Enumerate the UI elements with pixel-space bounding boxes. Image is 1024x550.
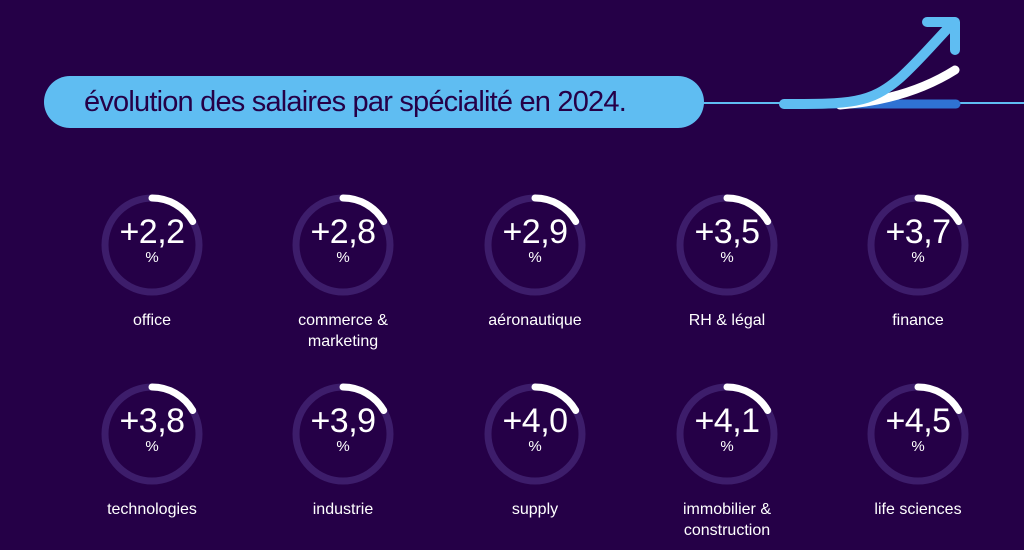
- stat-industrie: +3,9 % industrie: [253, 379, 433, 520]
- stat-value: +2,8: [310, 213, 376, 251]
- stat-finance: +3,7 % finance: [828, 190, 1008, 331]
- stat-aeronautique: +2,9 % aéronautique: [445, 190, 625, 331]
- stat-label: immobilier & construction: [682, 501, 771, 539]
- stat-value: +3,7: [885, 213, 951, 251]
- stat-unit: %: [911, 249, 925, 266]
- ring-gauge: +3,5 %: [672, 190, 782, 300]
- stat-immobilier-construction: +4,1 % immobilier & construction: [637, 379, 817, 541]
- title-pill: évolution des salaires par spécialité en…: [44, 76, 704, 128]
- stat-unit: %: [528, 249, 542, 266]
- ring-gauge: +3,7 %: [863, 190, 973, 300]
- ring-gauge: +4,0 %: [480, 379, 590, 489]
- ring-gauge: +3,8 %: [97, 379, 207, 489]
- page-title: évolution des salaires par spécialité en…: [84, 85, 627, 118]
- stat-label: industrie: [312, 501, 374, 518]
- stat-value: +3,5: [694, 213, 760, 251]
- stat-unit: %: [720, 438, 734, 455]
- stat-unit: %: [145, 438, 159, 455]
- stat-commerce-marketing: +2,8 % commerce & marketing: [253, 190, 433, 352]
- stat-unit: %: [528, 438, 542, 455]
- stat-unit: %: [336, 249, 350, 266]
- ring-gauge: +4,1 %: [672, 379, 782, 489]
- stat-unit: %: [720, 249, 734, 266]
- stat-value: +4,5: [885, 402, 951, 440]
- growth-arrow-icon: [779, 17, 961, 110]
- stat-label: aéronautique: [488, 312, 582, 329]
- stat-value: +3,9: [310, 402, 376, 440]
- ring-gauge: +2,2 %: [97, 190, 207, 300]
- stat-life-sciences: +4,5 % life sciences: [828, 379, 1008, 520]
- stat-label: technologies: [107, 501, 197, 518]
- ring-gauge: +3,9 %: [288, 379, 398, 489]
- stat-label: commerce & marketing: [298, 312, 388, 350]
- stat-label: RH & légal: [688, 312, 766, 329]
- stat-unit: %: [145, 249, 159, 266]
- stat-value: +2,9: [502, 213, 568, 251]
- ring-gauge: +4,5 %: [863, 379, 973, 489]
- stat-unit: %: [911, 438, 925, 455]
- stat-technologies: +3,8 % technologies: [62, 379, 242, 520]
- ring-gauge: +2,9 %: [480, 190, 590, 300]
- stat-office: +2,2 % office: [62, 190, 242, 331]
- stat-unit: %: [336, 438, 350, 455]
- stat-value: +4,1: [694, 402, 760, 440]
- stat-label: supply: [511, 501, 559, 518]
- stat-value: +4,0: [502, 402, 568, 440]
- stat-label: life sciences: [874, 501, 962, 518]
- stat-rh-legal: +3,5 % RH & légal: [637, 190, 817, 331]
- stat-label: office: [133, 312, 171, 329]
- stat-supply: +4,0 % supply: [445, 379, 625, 520]
- stat-value: +2,2: [119, 213, 185, 251]
- stat-value: +3,8: [119, 402, 185, 440]
- ring-gauge: +2,8 %: [288, 190, 398, 300]
- stat-label: finance: [892, 312, 944, 329]
